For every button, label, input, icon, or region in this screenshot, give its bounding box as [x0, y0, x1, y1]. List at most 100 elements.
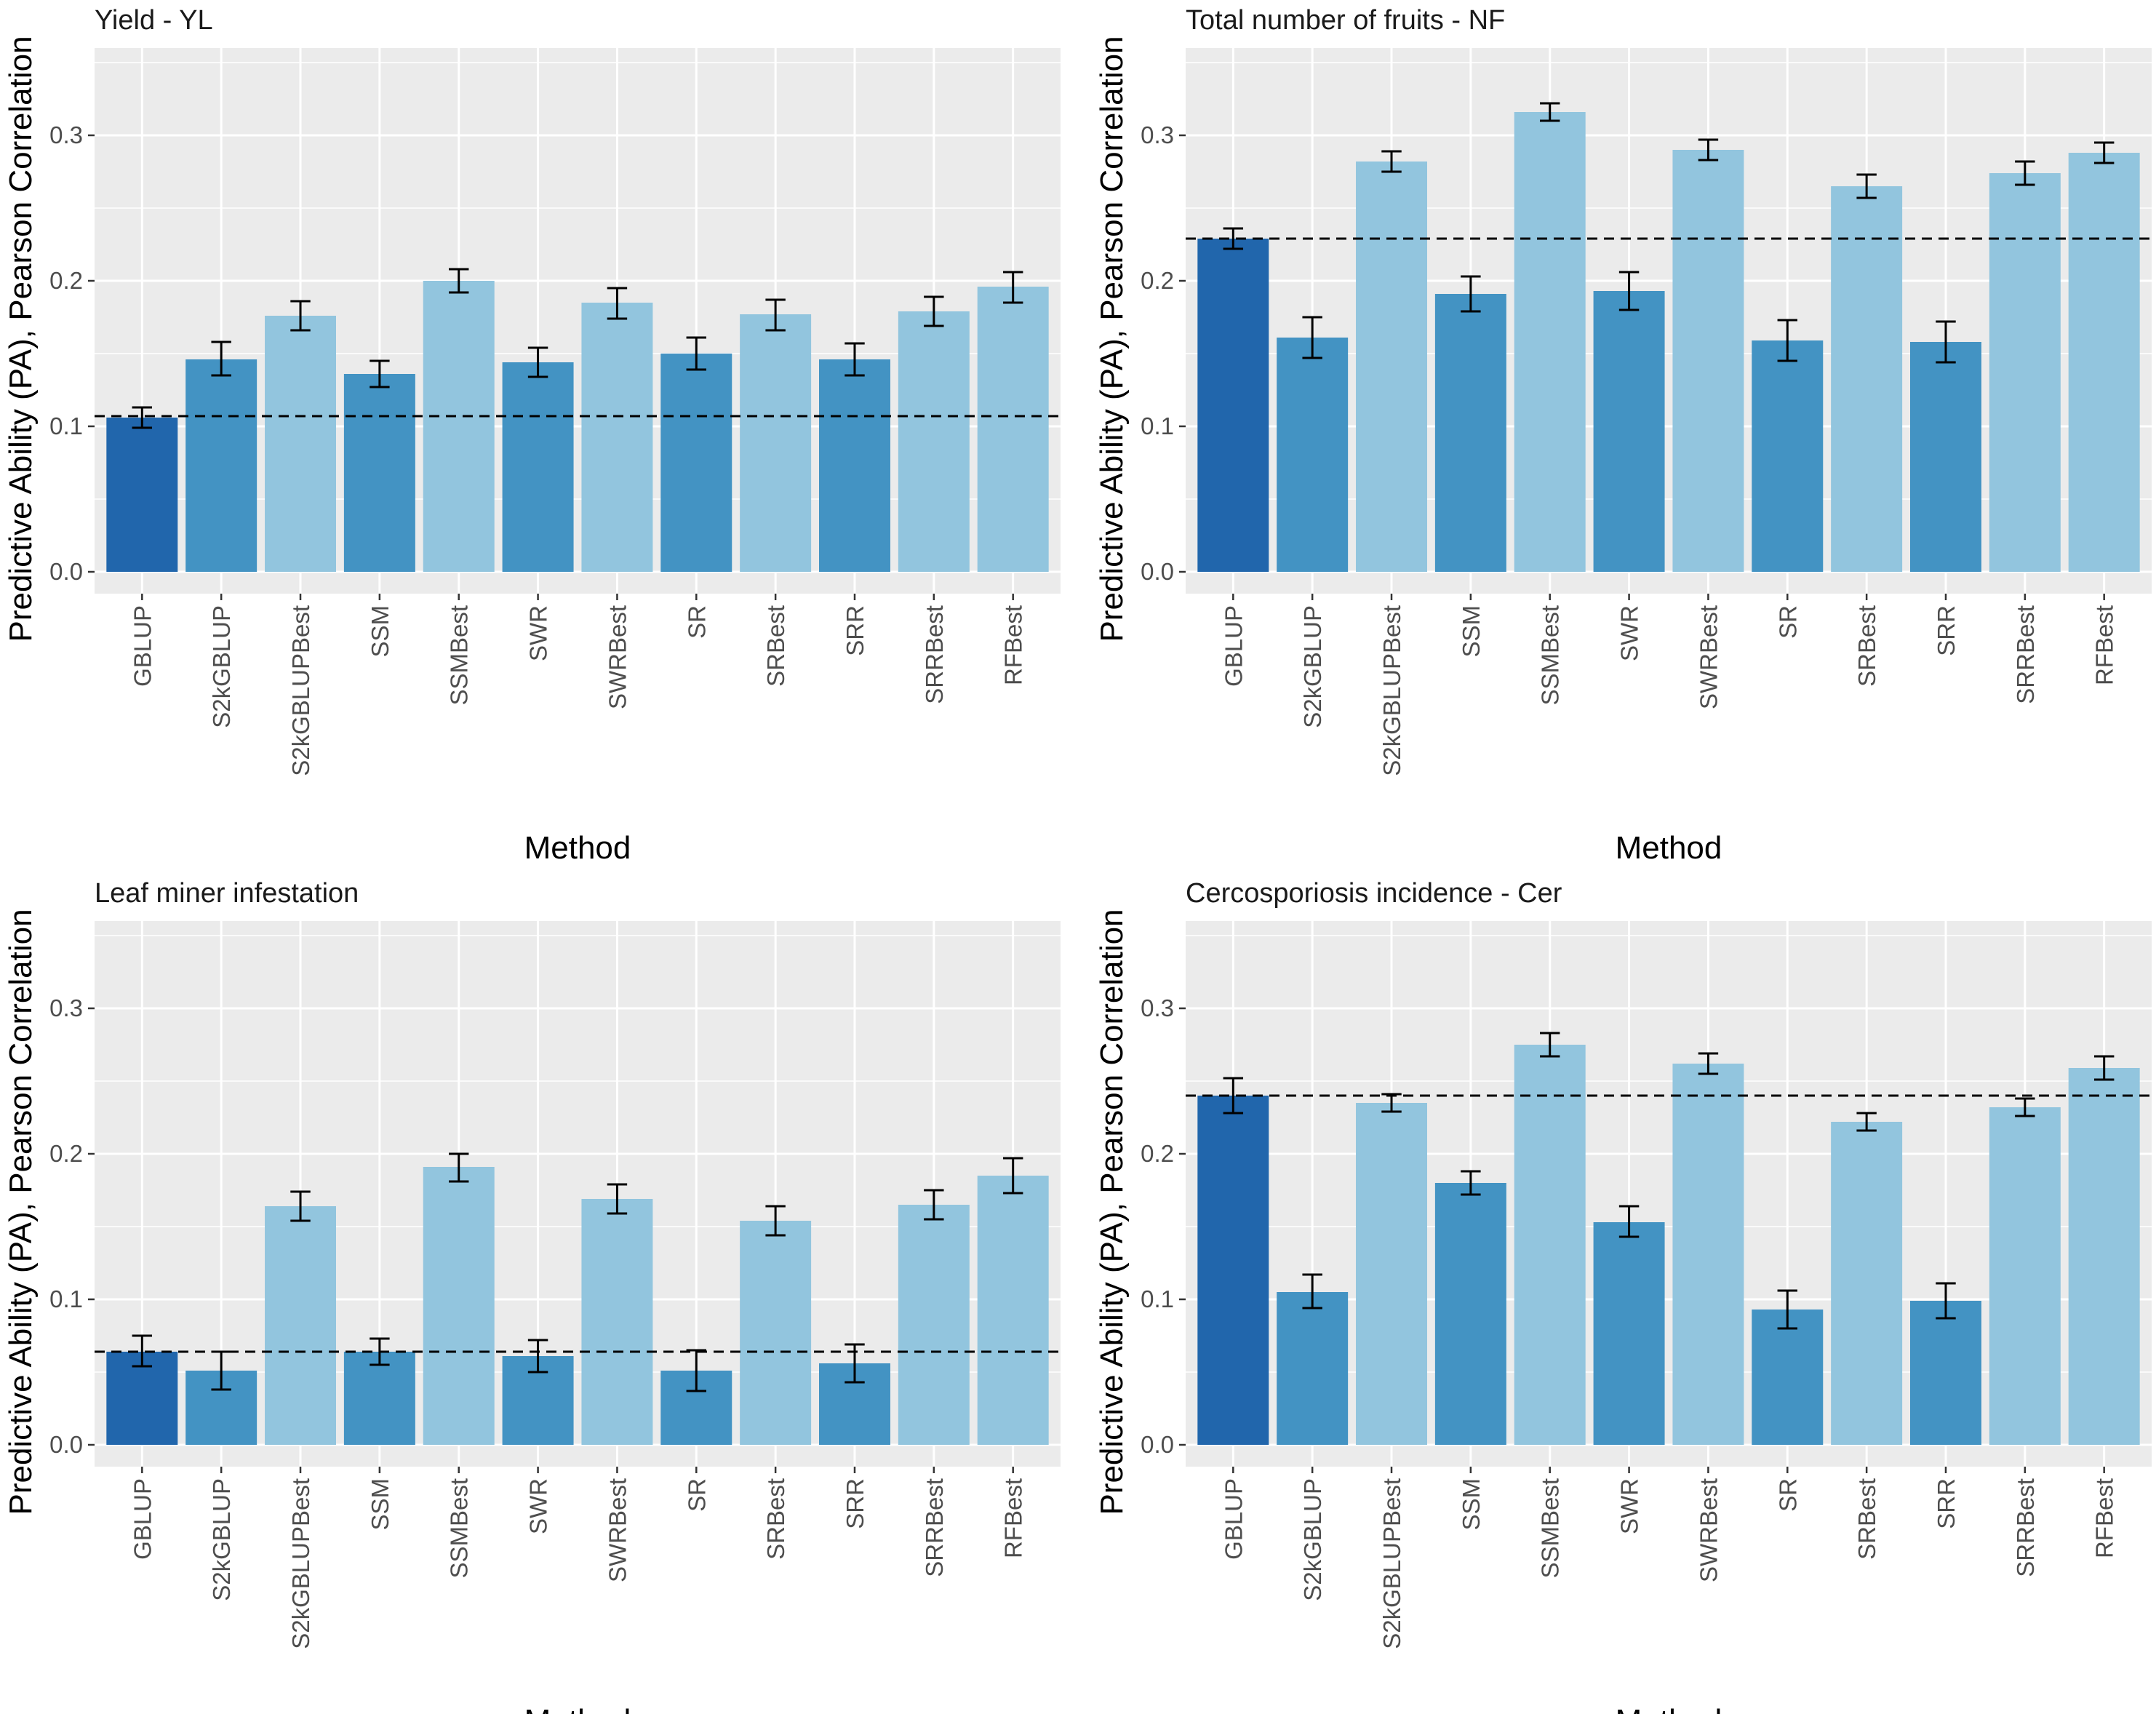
- chart-panel: 0.0 0.1 0.2 0.3 GBLUP S2kGBLUP S2kGBLUPBest SSM…: [1094, 5, 2152, 866]
- bar-s2kgblup: [1277, 338, 1349, 572]
- x-tick-label: SSMBest: [446, 605, 473, 706]
- x-tick-label: SWR: [525, 605, 552, 661]
- x-tick-label: S2kGBLUP: [1299, 605, 1326, 728]
- bar-swrbest: [581, 1199, 653, 1445]
- bar-srbest: [1831, 186, 1903, 572]
- bar-ssmbest: [1514, 1045, 1586, 1445]
- bar-ssmbest: [423, 281, 495, 572]
- panel-title: Leaf miner infestation: [95, 878, 359, 909]
- x-axis-title: Method: [524, 830, 631, 866]
- y-axis-title: Predictive Ability (PA), Pearson Correla…: [1094, 909, 1130, 1515]
- x-tick-label: SSMBest: [446, 1478, 473, 1579]
- y-tick-label: 0.1: [1141, 412, 1174, 439]
- x-tick-label: S2kGBLUPBest: [1378, 1478, 1405, 1649]
- y-tick-label: 0.3: [1141, 994, 1174, 1021]
- x-tick-label: SWR: [1616, 1478, 1643, 1534]
- x-tick-label: SRR: [1933, 1478, 1960, 1529]
- y-tick-label: 0.2: [49, 267, 83, 294]
- x-tick-label: SWRBest: [1695, 1478, 1722, 1582]
- y-tick-label: 0.2: [49, 1140, 83, 1167]
- x-tick-label: SSM: [1458, 605, 1485, 658]
- x-axis-title: Method: [1616, 1703, 1722, 1714]
- x-tick-label: SWRBest: [1695, 605, 1722, 709]
- x-tick-label: RFBest: [2091, 605, 2118, 685]
- bar-ssmbest: [423, 1167, 495, 1445]
- x-tick-label: S2kGBLUP: [208, 1478, 235, 1601]
- x-tick-label: RFBest: [1000, 1478, 1027, 1558]
- x-tick-label: SRR: [842, 605, 869, 656]
- x-tick-label: RFBest: [2091, 1478, 2118, 1558]
- bar-s2kgblupbest: [1356, 162, 1427, 572]
- panel-title: Total number of fruits - NF: [1186, 5, 1505, 36]
- bar-sr: [660, 354, 732, 572]
- x-tick-label: SRRBest: [921, 1478, 948, 1577]
- bar-swrbest: [1672, 150, 1744, 572]
- x-tick-label: S2kGBLUPBest: [1378, 605, 1405, 776]
- y-tick-label: 0.1: [1141, 1286, 1174, 1312]
- bar-sr: [1752, 1310, 1824, 1445]
- chart-panel: 0.0 0.1 0.2 0.3 GBLUP S2kGBLUP S2kGBLUPBest SSM…: [1094, 878, 2152, 1714]
- x-tick-label: GBLUP: [129, 1478, 156, 1560]
- x-tick-label: SSM: [1458, 1478, 1485, 1531]
- bar-rfbest: [2068, 1068, 2140, 1445]
- x-tick-label: SWR: [525, 1478, 552, 1534]
- x-tick-label: SWRBest: [604, 1478, 631, 1582]
- panel-title: Cercosporiosis incidence - Cer: [1186, 878, 1562, 909]
- bar-swr: [1593, 1222, 1665, 1445]
- bar-s2kgblupbest: [265, 1206, 336, 1445]
- x-tick-label: SR: [683, 605, 710, 639]
- x-tick-label: SRBest: [762, 605, 789, 687]
- y-tick-label: 0.1: [49, 412, 83, 439]
- bar-srrbest: [898, 1205, 970, 1445]
- bar-gblup: [1197, 1096, 1269, 1445]
- panels: 0.0 0.1 0.2 0.3 GBLUP S2kGBLUP S2kGBLUPBest SSM…: [3, 5, 2152, 1714]
- bar-swr: [1593, 291, 1665, 572]
- bar-ssm: [1434, 294, 1506, 572]
- bar-rfbest: [2068, 153, 2140, 572]
- x-tick-label: GBLUP: [129, 605, 156, 687]
- x-axis-title: Method: [1616, 830, 1722, 866]
- x-tick-label: SWR: [1616, 605, 1643, 661]
- bar-srr: [819, 359, 890, 572]
- bar-srbest: [1831, 1122, 1903, 1445]
- y-axis-title: Predictive Ability (PA), Pearson Correla…: [3, 909, 39, 1515]
- bar-srr: [1910, 342, 1981, 572]
- bar-ssmbest: [1514, 112, 1586, 572]
- x-tick-label: SSMBest: [1537, 1478, 1564, 1579]
- y-axis-title: Predictive Ability (PA), Pearson Correla…: [3, 36, 39, 642]
- x-tick-label: SSMBest: [1537, 605, 1564, 706]
- x-tick-label: SRRBest: [2012, 1478, 2039, 1577]
- bar-srrbest: [1989, 173, 2061, 572]
- bar-swr: [502, 362, 574, 572]
- y-tick-label: 0.0: [1141, 1431, 1174, 1458]
- y-axis-title: Predictive Ability (PA), Pearson Correla…: [1094, 36, 1130, 642]
- panel-title: Yield - YL: [95, 5, 213, 36]
- x-tick-label: SRBest: [1853, 1478, 1880, 1560]
- bar-srbest: [740, 314, 812, 572]
- x-tick-label: SRR: [1933, 605, 1960, 656]
- bar-sr: [1752, 340, 1824, 572]
- x-axis-title: Method: [524, 1703, 631, 1714]
- x-tick-label: SRRBest: [921, 605, 948, 704]
- y-tick-label: 0.0: [49, 1431, 83, 1458]
- bar-swrbest: [581, 303, 653, 572]
- x-tick-label: SRBest: [762, 1478, 789, 1560]
- y-tick-label: 0.3: [1141, 121, 1174, 148]
- y-tick-label: 0.3: [49, 121, 83, 148]
- bar-srrbest: [898, 311, 970, 572]
- y-tick-label: 0.3: [49, 994, 83, 1021]
- bar-srrbest: [1989, 1107, 2061, 1445]
- x-tick-label: SRR: [842, 1478, 869, 1529]
- bar-srr: [1910, 1301, 1981, 1445]
- x-tick-label: SSM: [367, 1478, 394, 1531]
- x-tick-label: SRRBest: [2012, 605, 2039, 704]
- bar-gblup: [106, 418, 178, 572]
- x-tick-label: SR: [683, 1478, 710, 1512]
- y-tick-label: 0.2: [1141, 267, 1174, 294]
- bar-rfbest: [977, 287, 1049, 572]
- x-tick-label: GBLUP: [1220, 1478, 1247, 1560]
- x-tick-label: SSM: [367, 605, 394, 658]
- x-tick-label: S2kGBLUP: [1299, 1478, 1326, 1601]
- x-tick-label: GBLUP: [1220, 605, 1247, 687]
